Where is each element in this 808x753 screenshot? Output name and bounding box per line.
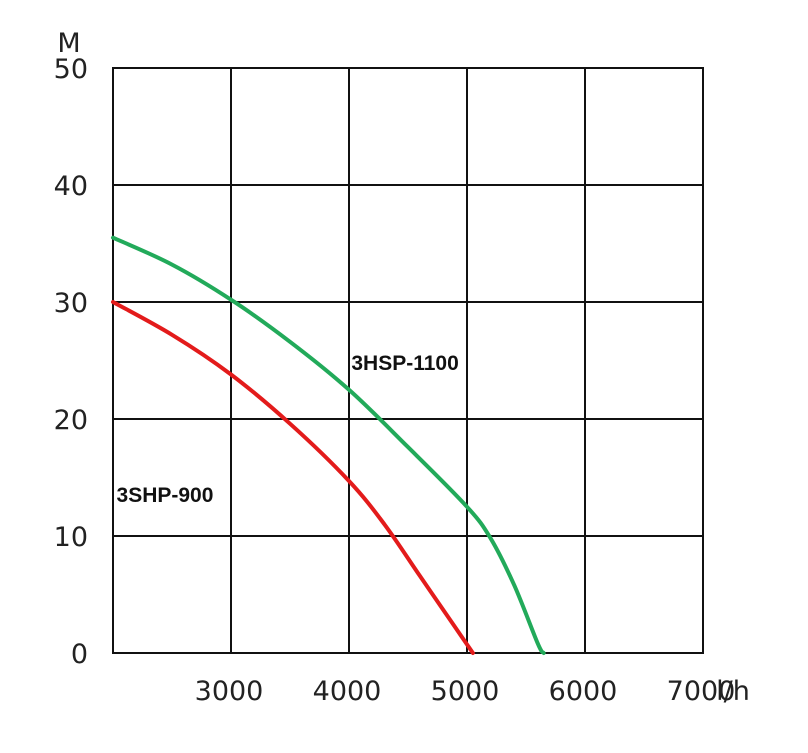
x-tick-label: 4000	[313, 676, 382, 707]
y-axis-unit: M	[57, 28, 80, 59]
y-tick-label: 50	[54, 54, 88, 85]
labels: 0 10 20 30 40 50 3000 4000 5000 6000 7000 Ml/h 3HSP-…	[54, 28, 750, 707]
y-tick-label: 30	[54, 288, 88, 319]
grid	[112, 67, 704, 654]
x-tick-label: 3000	[195, 676, 264, 707]
series-label-2: 3SHP-900	[117, 484, 214, 507]
x-axis-unit: l/h	[716, 676, 750, 707]
series-line-2	[111, 300, 475, 655]
series-lines	[111, 235, 546, 655]
series-line-1	[111, 235, 546, 655]
y-tick-label: 0	[71, 639, 88, 670]
plot-frame	[112, 67, 704, 654]
y-tick-label: 40	[54, 171, 88, 202]
x-tick-label: 6000	[549, 676, 618, 707]
y-tick-label: 10	[54, 522, 88, 553]
x-tick-label: 7000	[667, 676, 736, 707]
y-tick-label: 20	[54, 405, 88, 436]
series-label-1: 3HSP-1100	[351, 352, 458, 375]
x-tick-label: 5000	[431, 676, 500, 707]
